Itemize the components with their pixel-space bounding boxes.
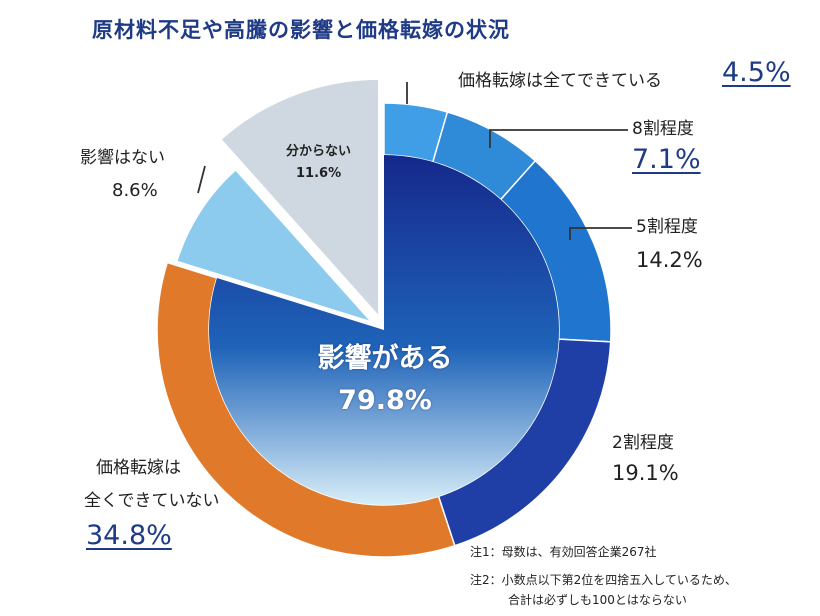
leader-no-effect bbox=[197, 165, 206, 194]
label-unknown: 分からない bbox=[286, 144, 352, 159]
value-none-passed: 34.8% bbox=[86, 520, 172, 551]
leader-lines bbox=[197, 82, 632, 240]
outer-ring bbox=[156, 102, 612, 558]
wedge-no-effect bbox=[175, 168, 376, 325]
chart-title: 原材料不足や高騰の影響と価格転嫁の状況 bbox=[92, 18, 510, 42]
label-all-passed: 価格転嫁は全てできている bbox=[458, 71, 662, 91]
leader-80pct bbox=[489, 129, 628, 148]
center-label-name: 影響がある bbox=[317, 343, 453, 374]
label-none-passed-line2: 全くできていない bbox=[84, 491, 220, 511]
wedge-unknown bbox=[219, 77, 381, 320]
label-80pct: 8割程度 bbox=[632, 119, 694, 139]
center-label-value: 79.8% bbox=[338, 385, 432, 416]
value-20pct: 19.1% bbox=[612, 461, 679, 485]
value-no-effect: 8.6% bbox=[112, 180, 158, 201]
value-all-passed: 4.5% bbox=[722, 57, 791, 88]
value-unknown: 11.6% bbox=[296, 166, 342, 181]
label-50pct: 5割程度 bbox=[636, 217, 698, 237]
value-50pct: 14.2% bbox=[636, 248, 703, 272]
inner-pie bbox=[175, 77, 560, 506]
note-2-line2: 合計は必ずしも100とはならない bbox=[508, 593, 687, 607]
label-20pct: 2割程度 bbox=[612, 433, 674, 453]
note-2-line1: 注2：小数点以下第2位を四捨五入しているため、 bbox=[470, 573, 737, 587]
note-1: 注1：母数は、有効回答企業267社 bbox=[470, 545, 657, 559]
wedge-affected bbox=[209, 155, 560, 506]
label-no-effect: 影響はない bbox=[80, 148, 165, 168]
leader-50pct bbox=[569, 227, 632, 240]
center-label: 影響がある 79.8% bbox=[300, 336, 470, 416]
label-none-passed-line1: 価格転嫁は bbox=[96, 458, 181, 478]
value-80pct: 7.1% bbox=[632, 144, 701, 175]
